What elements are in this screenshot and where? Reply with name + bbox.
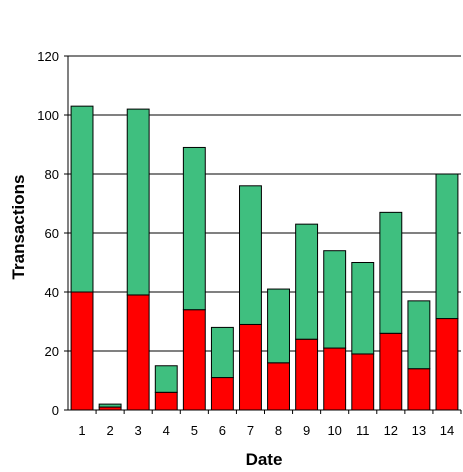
x-tick-label: 3 <box>135 423 142 438</box>
bar-segment-green-1 <box>70 105 94 293</box>
x-tick-label: 10 <box>327 423 341 438</box>
bar-segment-green-3 <box>126 108 150 296</box>
bar-segment-red-3 <box>126 294 150 411</box>
bar-segment-red-9 <box>295 338 319 411</box>
y-tick-label: 40 <box>45 285 59 300</box>
x-tick-label: 11 <box>356 423 370 438</box>
x-tick-label: 1 <box>78 423 85 438</box>
bar-segment-red-11 <box>351 353 375 411</box>
x-tick-label: 9 <box>303 423 310 438</box>
bar-segment-red-6 <box>210 377 234 411</box>
bar-segment-green-2 <box>98 403 122 408</box>
bar-segment-green-8 <box>267 288 290 364</box>
x-tick-label: 14 <box>440 423 454 438</box>
x-tick-label: 12 <box>384 423 398 438</box>
y-tick-label: 80 <box>45 167 59 182</box>
bars-group <box>70 105 459 411</box>
x-tick-labels: 1 2 3 4 5 6 7 8 9 10 11 12 13 14 <box>78 410 462 438</box>
y-tick-label: 60 <box>45 226 59 241</box>
y-tick-labels: 0 20 40 60 80 100 120 <box>37 49 68 418</box>
x-tick-label: 6 <box>219 423 226 438</box>
bar-segment-red-13 <box>407 368 431 411</box>
bar-segment-red-5 <box>182 309 206 411</box>
x-tick-label: 7 <box>247 423 254 438</box>
y-tick-label: 120 <box>37 49 59 64</box>
x-tick-label: 5 <box>191 423 198 438</box>
bar-segment-green-11 <box>351 262 375 355</box>
x-tick-label: 8 <box>275 423 282 438</box>
x-tick-label: 2 <box>106 423 113 438</box>
x-tick-label: 4 <box>163 423 170 438</box>
x-axis-title: Date <box>246 450 283 469</box>
y-axis-title: Transactions <box>9 175 28 280</box>
bar-segment-red-7 <box>239 323 262 411</box>
bar-segment-green-7 <box>239 185 262 325</box>
bar-segment-red-4 <box>154 391 178 411</box>
bar-segment-green-13 <box>407 300 431 370</box>
bar-segment-green-14 <box>435 173 459 320</box>
bar-segment-red-8 <box>267 362 290 411</box>
bar-segment-green-10 <box>323 250 347 349</box>
bar-segment-red-12 <box>379 332 403 411</box>
bar-segment-green-4 <box>154 365 178 393</box>
bar-segment-green-5 <box>182 146 206 311</box>
bar-segment-red-10 <box>323 347 347 411</box>
x-tick-label: 13 <box>412 423 426 438</box>
y-tick-label: 20 <box>45 344 59 359</box>
bar-segment-red-14 <box>435 318 459 411</box>
bar-segment-green-6 <box>210 326 234 379</box>
bar-segment-red-1 <box>70 291 94 411</box>
y-tick-label: 0 <box>52 403 59 418</box>
bar-segment-green-9 <box>295 223 319 340</box>
bar-segment-green-12 <box>379 211 403 334</box>
y-tick-label: 100 <box>37 108 59 123</box>
